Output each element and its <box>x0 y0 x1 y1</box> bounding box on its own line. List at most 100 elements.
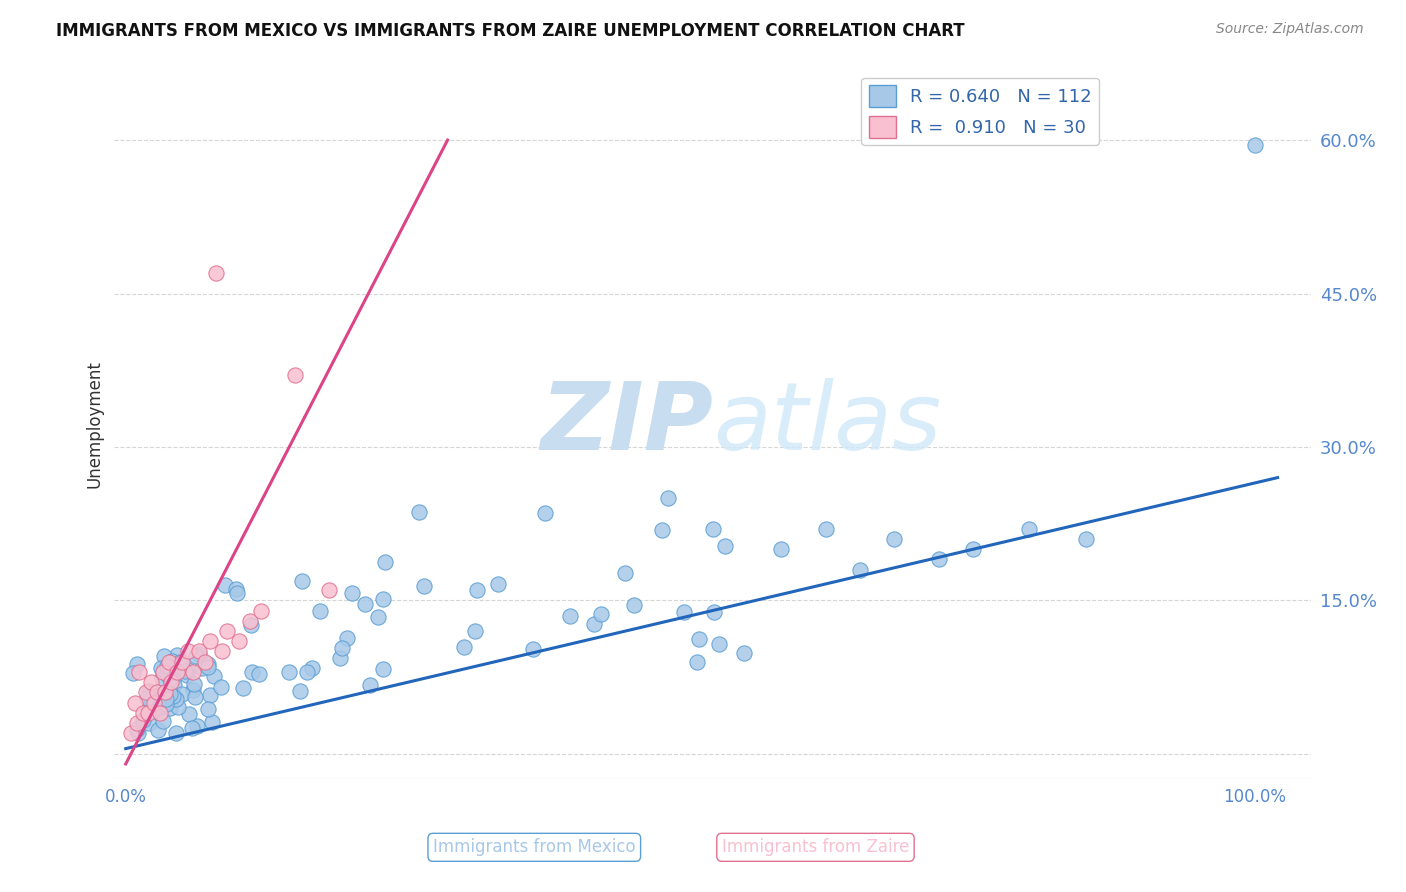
Point <box>928 552 950 566</box>
Legend: R = 0.640   N = 112, R =  0.910   N = 30: R = 0.640 N = 112, R = 0.910 N = 30 <box>862 78 1099 145</box>
Point <box>591 607 613 621</box>
Point <box>464 624 486 639</box>
Point <box>174 664 197 678</box>
Point <box>157 655 180 669</box>
Point <box>657 491 679 505</box>
Point <box>159 701 181 715</box>
Point <box>226 586 249 600</box>
Text: IMMIGRANTS FROM MEXICO VS IMMIGRANTS FROM ZAIRE UNEMPLOYMENT CORRELATION CHART: IMMIGRANTS FROM MEXICO VS IMMIGRANTS FRO… <box>56 22 965 40</box>
Point <box>131 713 153 727</box>
Point <box>558 608 581 623</box>
Point <box>318 583 340 598</box>
Text: atlas: atlas <box>713 378 941 469</box>
Point <box>232 681 254 695</box>
Point <box>120 726 142 740</box>
Point <box>309 604 332 618</box>
Point <box>177 663 200 677</box>
Point <box>688 632 710 647</box>
Point <box>371 592 394 607</box>
Point <box>709 637 731 651</box>
Point <box>848 563 870 577</box>
Point <box>159 673 181 687</box>
Point <box>183 677 205 691</box>
Point <box>329 650 352 665</box>
Text: Immigrants from Zaire: Immigrants from Zaire <box>721 838 910 856</box>
Point <box>814 522 837 536</box>
Point <box>228 634 250 648</box>
Point <box>188 644 211 658</box>
Point <box>166 665 188 679</box>
Point <box>883 532 905 546</box>
Point <box>651 523 673 537</box>
Point <box>702 522 724 536</box>
Point <box>200 634 222 648</box>
Point <box>156 666 179 681</box>
Point <box>1018 522 1040 536</box>
Point <box>165 725 187 739</box>
Point <box>127 726 149 740</box>
Point <box>184 690 207 704</box>
Point <box>122 665 145 680</box>
Point <box>172 687 194 701</box>
Point <box>172 655 194 669</box>
Point <box>152 714 174 729</box>
Point <box>1244 138 1267 153</box>
Point <box>181 721 204 735</box>
Point <box>163 670 186 684</box>
Point <box>127 722 149 736</box>
Point <box>163 678 186 692</box>
Point <box>225 582 247 596</box>
Point <box>146 723 169 737</box>
Point <box>166 648 188 662</box>
Point <box>145 688 167 702</box>
Point <box>177 707 200 722</box>
Point <box>284 368 307 383</box>
Point <box>139 698 162 713</box>
Point <box>177 644 200 658</box>
Point <box>250 603 273 617</box>
Point <box>359 677 381 691</box>
Point <box>160 661 183 675</box>
Point <box>613 566 636 580</box>
Point <box>188 648 211 662</box>
Point <box>165 692 187 706</box>
Point <box>149 706 172 720</box>
Point <box>330 640 353 655</box>
Point <box>183 665 205 679</box>
Point <box>713 540 735 554</box>
Point <box>152 663 174 677</box>
Text: Immigrants from Mexico: Immigrants from Mexico <box>433 838 636 856</box>
Point <box>413 579 436 593</box>
Point <box>217 624 239 638</box>
Point <box>239 614 262 628</box>
Point <box>295 665 318 680</box>
Point <box>202 669 225 683</box>
Point <box>169 655 191 669</box>
Point <box>249 667 271 681</box>
Point <box>214 578 236 592</box>
Point <box>200 689 222 703</box>
Point <box>354 597 377 611</box>
Point <box>155 697 177 711</box>
Point <box>136 706 159 720</box>
Point <box>124 696 146 710</box>
Point <box>139 675 162 690</box>
Point <box>191 661 214 675</box>
Point <box>242 665 264 679</box>
Point <box>150 661 173 675</box>
Point <box>374 556 396 570</box>
Point <box>686 656 709 670</box>
Point <box>209 680 232 694</box>
Point <box>367 610 389 624</box>
Point <box>155 685 177 699</box>
Point <box>135 685 157 699</box>
Point <box>131 706 153 720</box>
Point <box>291 574 314 588</box>
Point <box>181 683 204 698</box>
Point <box>371 662 394 676</box>
Point <box>769 542 792 557</box>
Point <box>201 715 224 730</box>
Point <box>176 667 198 681</box>
Point <box>211 644 233 658</box>
Point <box>467 582 489 597</box>
